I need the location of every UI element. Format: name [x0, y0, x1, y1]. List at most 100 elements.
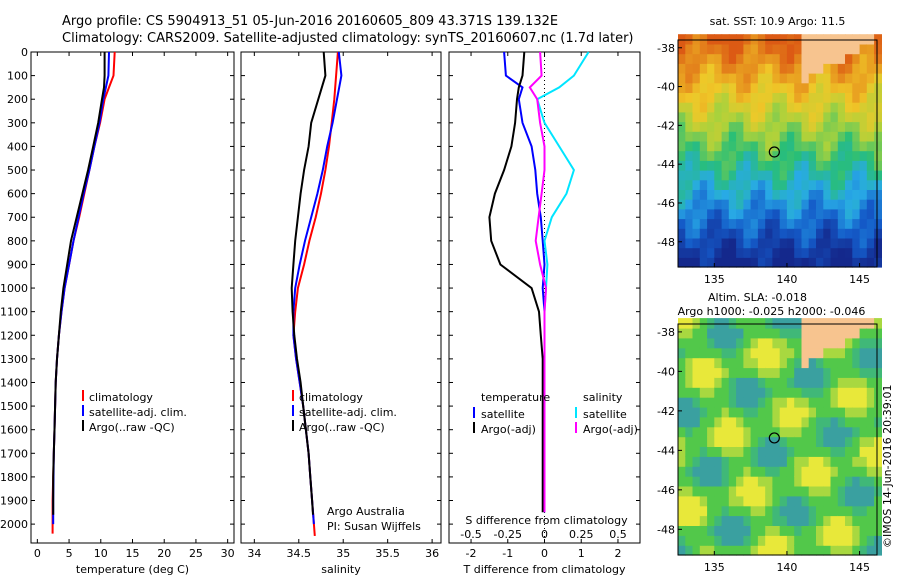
map-cell — [874, 199, 882, 210]
map-cell — [678, 179, 686, 190]
map-cell — [830, 53, 839, 64]
map-cell — [859, 446, 868, 457]
map-cell — [816, 218, 824, 229]
map-cell — [750, 515, 759, 526]
map-cell — [866, 456, 875, 467]
map-cell — [736, 237, 744, 249]
x-tick-label: 140 — [776, 273, 797, 286]
map-cell — [736, 367, 744, 378]
map-cell — [794, 111, 803, 123]
map-cell — [866, 63, 875, 74]
map-cell — [874, 485, 882, 497]
map-cell — [728, 347, 737, 359]
map-cell — [685, 82, 694, 93]
map-cell — [743, 160, 752, 171]
map-cell — [859, 228, 868, 239]
map-cell — [714, 102, 723, 113]
map-cell — [852, 257, 861, 268]
map-cell — [692, 237, 701, 249]
map-cell — [750, 505, 759, 517]
map-cell — [750, 357, 759, 369]
map-cell — [678, 150, 686, 161]
map-cell — [743, 416, 752, 428]
map-cell — [772, 347, 781, 359]
map-cell — [808, 189, 817, 200]
map-cell — [808, 466, 817, 477]
map-cell — [837, 170, 846, 181]
map-cell — [816, 247, 824, 258]
map-cell — [699, 160, 708, 171]
map-cell — [736, 102, 744, 113]
map-cell — [823, 131, 832, 142]
map-cell — [692, 228, 701, 239]
map-cell — [837, 515, 846, 526]
x-tick-label: 5 — [66, 547, 73, 560]
map-cell — [808, 82, 817, 93]
map-cell — [728, 257, 737, 268]
map-cell — [757, 43, 766, 55]
map-cell — [794, 377, 803, 388]
map-cell — [866, 131, 875, 142]
map-cell — [845, 446, 853, 457]
x-tick-label: 145 — [849, 561, 870, 574]
map-cell — [779, 199, 788, 210]
map-cell — [736, 82, 744, 93]
map-cell — [786, 140, 795, 152]
map-cell — [728, 228, 737, 239]
map-cell — [743, 82, 752, 93]
map-cell — [707, 247, 715, 258]
map-cell — [837, 247, 846, 258]
map-cell — [823, 485, 832, 497]
map-cell — [859, 347, 868, 359]
map-cell — [874, 387, 882, 398]
map-cell — [786, 337, 795, 349]
map-cell — [692, 397, 701, 408]
map-cell — [714, 92, 723, 103]
map-cell — [823, 43, 832, 55]
y-tick-label: 600 — [7, 188, 28, 201]
map-cell — [757, 208, 766, 220]
map-cell — [874, 43, 882, 55]
map-cell — [736, 53, 744, 64]
map-cell — [736, 357, 744, 369]
map-cell — [692, 347, 701, 359]
map-cell — [707, 545, 715, 556]
map-cell — [845, 199, 853, 210]
map-cell — [816, 347, 824, 359]
map-cell — [779, 505, 788, 517]
map-cell — [765, 406, 774, 418]
map-cell — [866, 53, 875, 64]
map-cell — [837, 406, 846, 418]
map-cell — [699, 237, 708, 249]
map-cell — [830, 327, 839, 339]
map-cell — [757, 34, 766, 45]
map-cell — [714, 121, 723, 132]
map-cell — [678, 535, 686, 546]
map-cell — [866, 92, 875, 103]
map-cell — [692, 357, 701, 369]
map-cell — [845, 257, 853, 268]
map-cell — [830, 397, 839, 408]
map-cell — [765, 43, 774, 55]
map-cell — [874, 140, 882, 152]
map-cell — [728, 111, 737, 123]
map-cell — [808, 131, 817, 142]
map-cell — [859, 111, 868, 123]
profile-panel-temperature: 0100200300400500600700800900100011001200… — [0, 46, 235, 576]
map-cell — [765, 237, 774, 249]
map-cell — [786, 545, 795, 556]
map-cell — [808, 53, 817, 64]
map-cell — [728, 535, 737, 546]
map-cell — [765, 476, 774, 487]
map-cell — [859, 515, 868, 526]
map-cell — [757, 327, 766, 339]
map-cell — [721, 327, 730, 339]
map-cell — [692, 140, 701, 152]
map-cell — [808, 179, 817, 190]
map-cell — [866, 102, 875, 113]
map-cell — [757, 535, 766, 546]
map-cell — [765, 53, 774, 64]
y-tick-label: 300 — [7, 117, 28, 130]
y-tick-label: 700 — [7, 211, 28, 224]
map-cell — [874, 160, 882, 171]
